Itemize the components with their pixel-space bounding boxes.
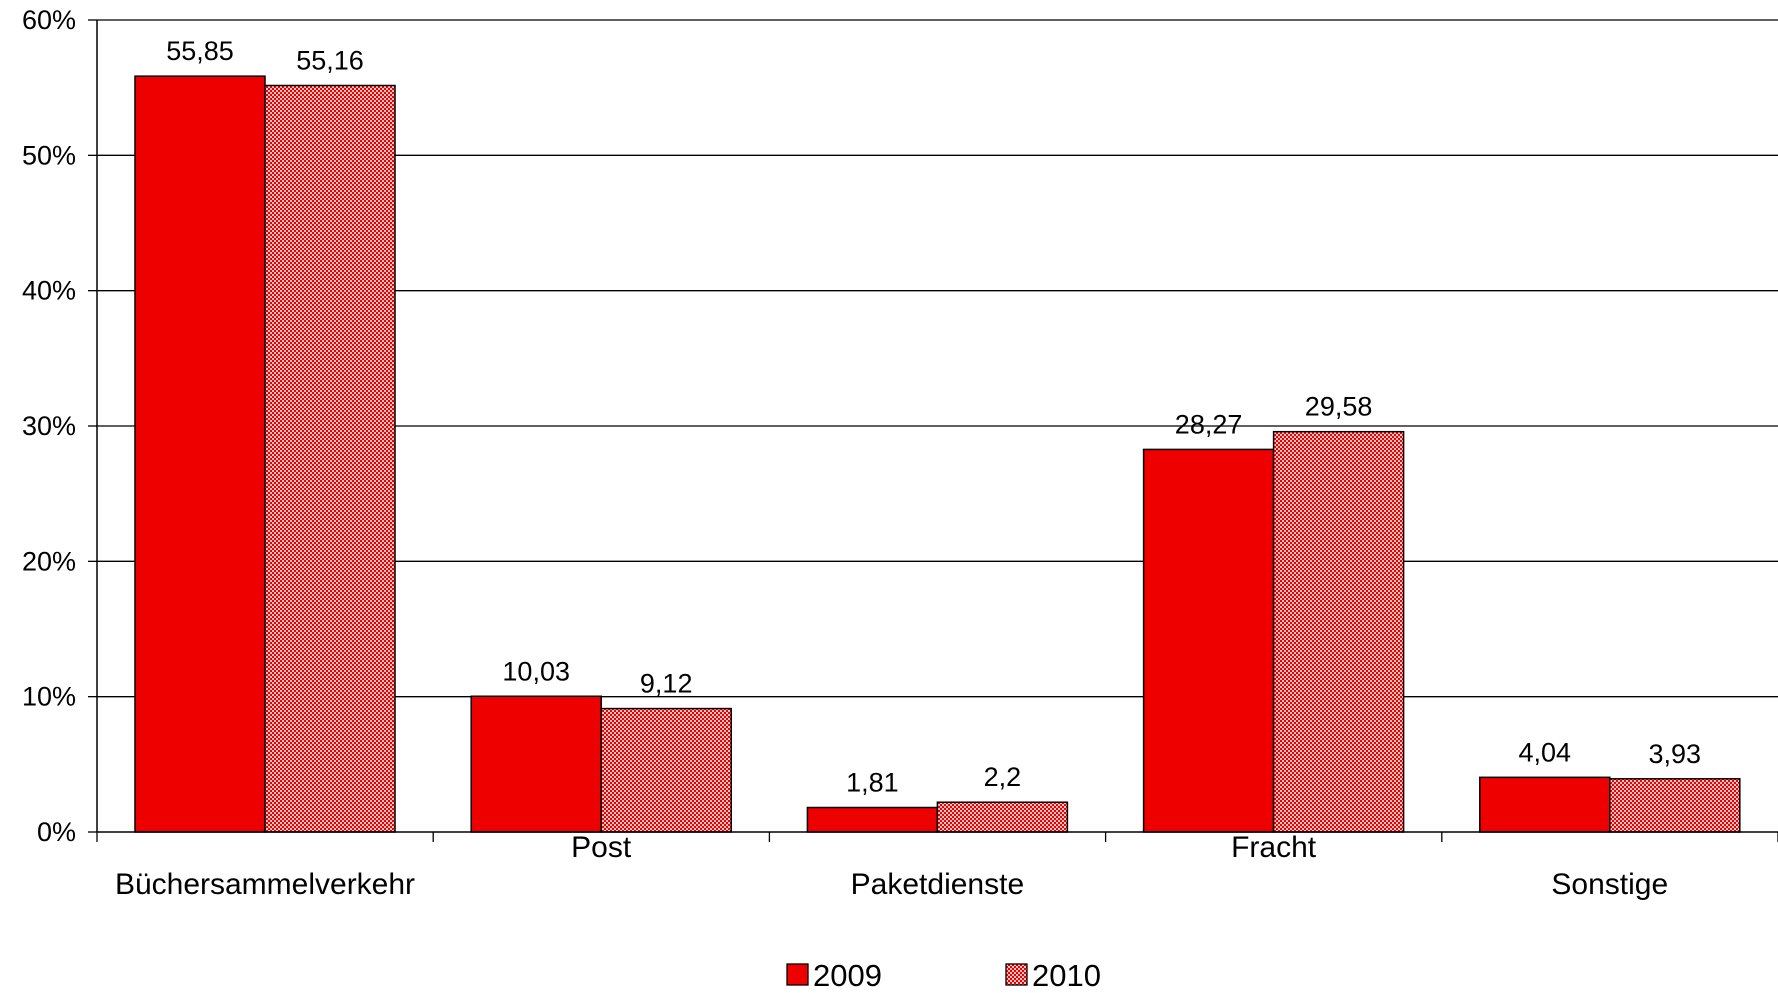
legend-swatch: [786, 963, 809, 986]
y-tick-label: 50%: [22, 140, 76, 170]
data-label: 55,85: [166, 36, 234, 66]
x-axis-labels: Büchersammelverkehr Post Paketdienste Frach…: [115, 831, 1668, 901]
bar-2010-3: [1272, 430, 1405, 833]
bar-2010-4: [1609, 778, 1741, 833]
bars: [134, 75, 1741, 833]
x-tick-label: Fracht: [1231, 831, 1317, 864]
legend-swatch: [1005, 963, 1028, 986]
data-label: 55,16: [296, 46, 364, 76]
y-tick-label: 10%: [22, 682, 76, 712]
y-tick-label: 20%: [22, 546, 76, 576]
bar-2009-2: [806, 806, 939, 833]
data-labels: 55,85 55,16 10,03 9,12 1,81 2,2 28,27 29,58 4,04…: [166, 36, 1701, 797]
x-tick-label: Sonstige: [1551, 868, 1668, 901]
x-tick-label: Paketdienste: [851, 868, 1024, 901]
bar-2010-2: [936, 801, 1069, 833]
legend-label: 2010: [1032, 958, 1101, 993]
data-label: 28,27: [1175, 409, 1243, 439]
data-label: 2,2: [984, 762, 1022, 792]
data-label: 4,04: [1519, 737, 1572, 767]
legend-label: 2009: [813, 958, 882, 993]
bar-2010-1: [600, 707, 732, 833]
data-label: 3,93: [1649, 739, 1702, 769]
x-tick-label: Büchersammelverkehr: [115, 868, 415, 901]
y-tick-label: 0%: [37, 817, 76, 847]
y-tick-label: 60%: [22, 5, 76, 35]
bar-2009-0: [134, 75, 266, 833]
bar-2009-1: [470, 695, 602, 833]
y-tick-label: 40%: [22, 276, 76, 306]
y-axis-ticks: 0% 10% 20% 30% 40% 50% 60%: [22, 5, 97, 847]
data-label: 9,12: [640, 669, 693, 699]
bar-2009-4: [1479, 776, 1611, 833]
bar-2010-0: [264, 84, 396, 833]
x-tick-label: Post: [571, 831, 632, 864]
axes: [96, 20, 1778, 842]
y-tick-label: 30%: [22, 411, 76, 441]
legend: 2009 2010: [786, 958, 1101, 993]
data-label: 29,58: [1305, 392, 1373, 422]
data-label: 1,81: [846, 768, 899, 798]
data-label: 10,03: [502, 656, 570, 686]
bar-2009-3: [1142, 448, 1275, 833]
